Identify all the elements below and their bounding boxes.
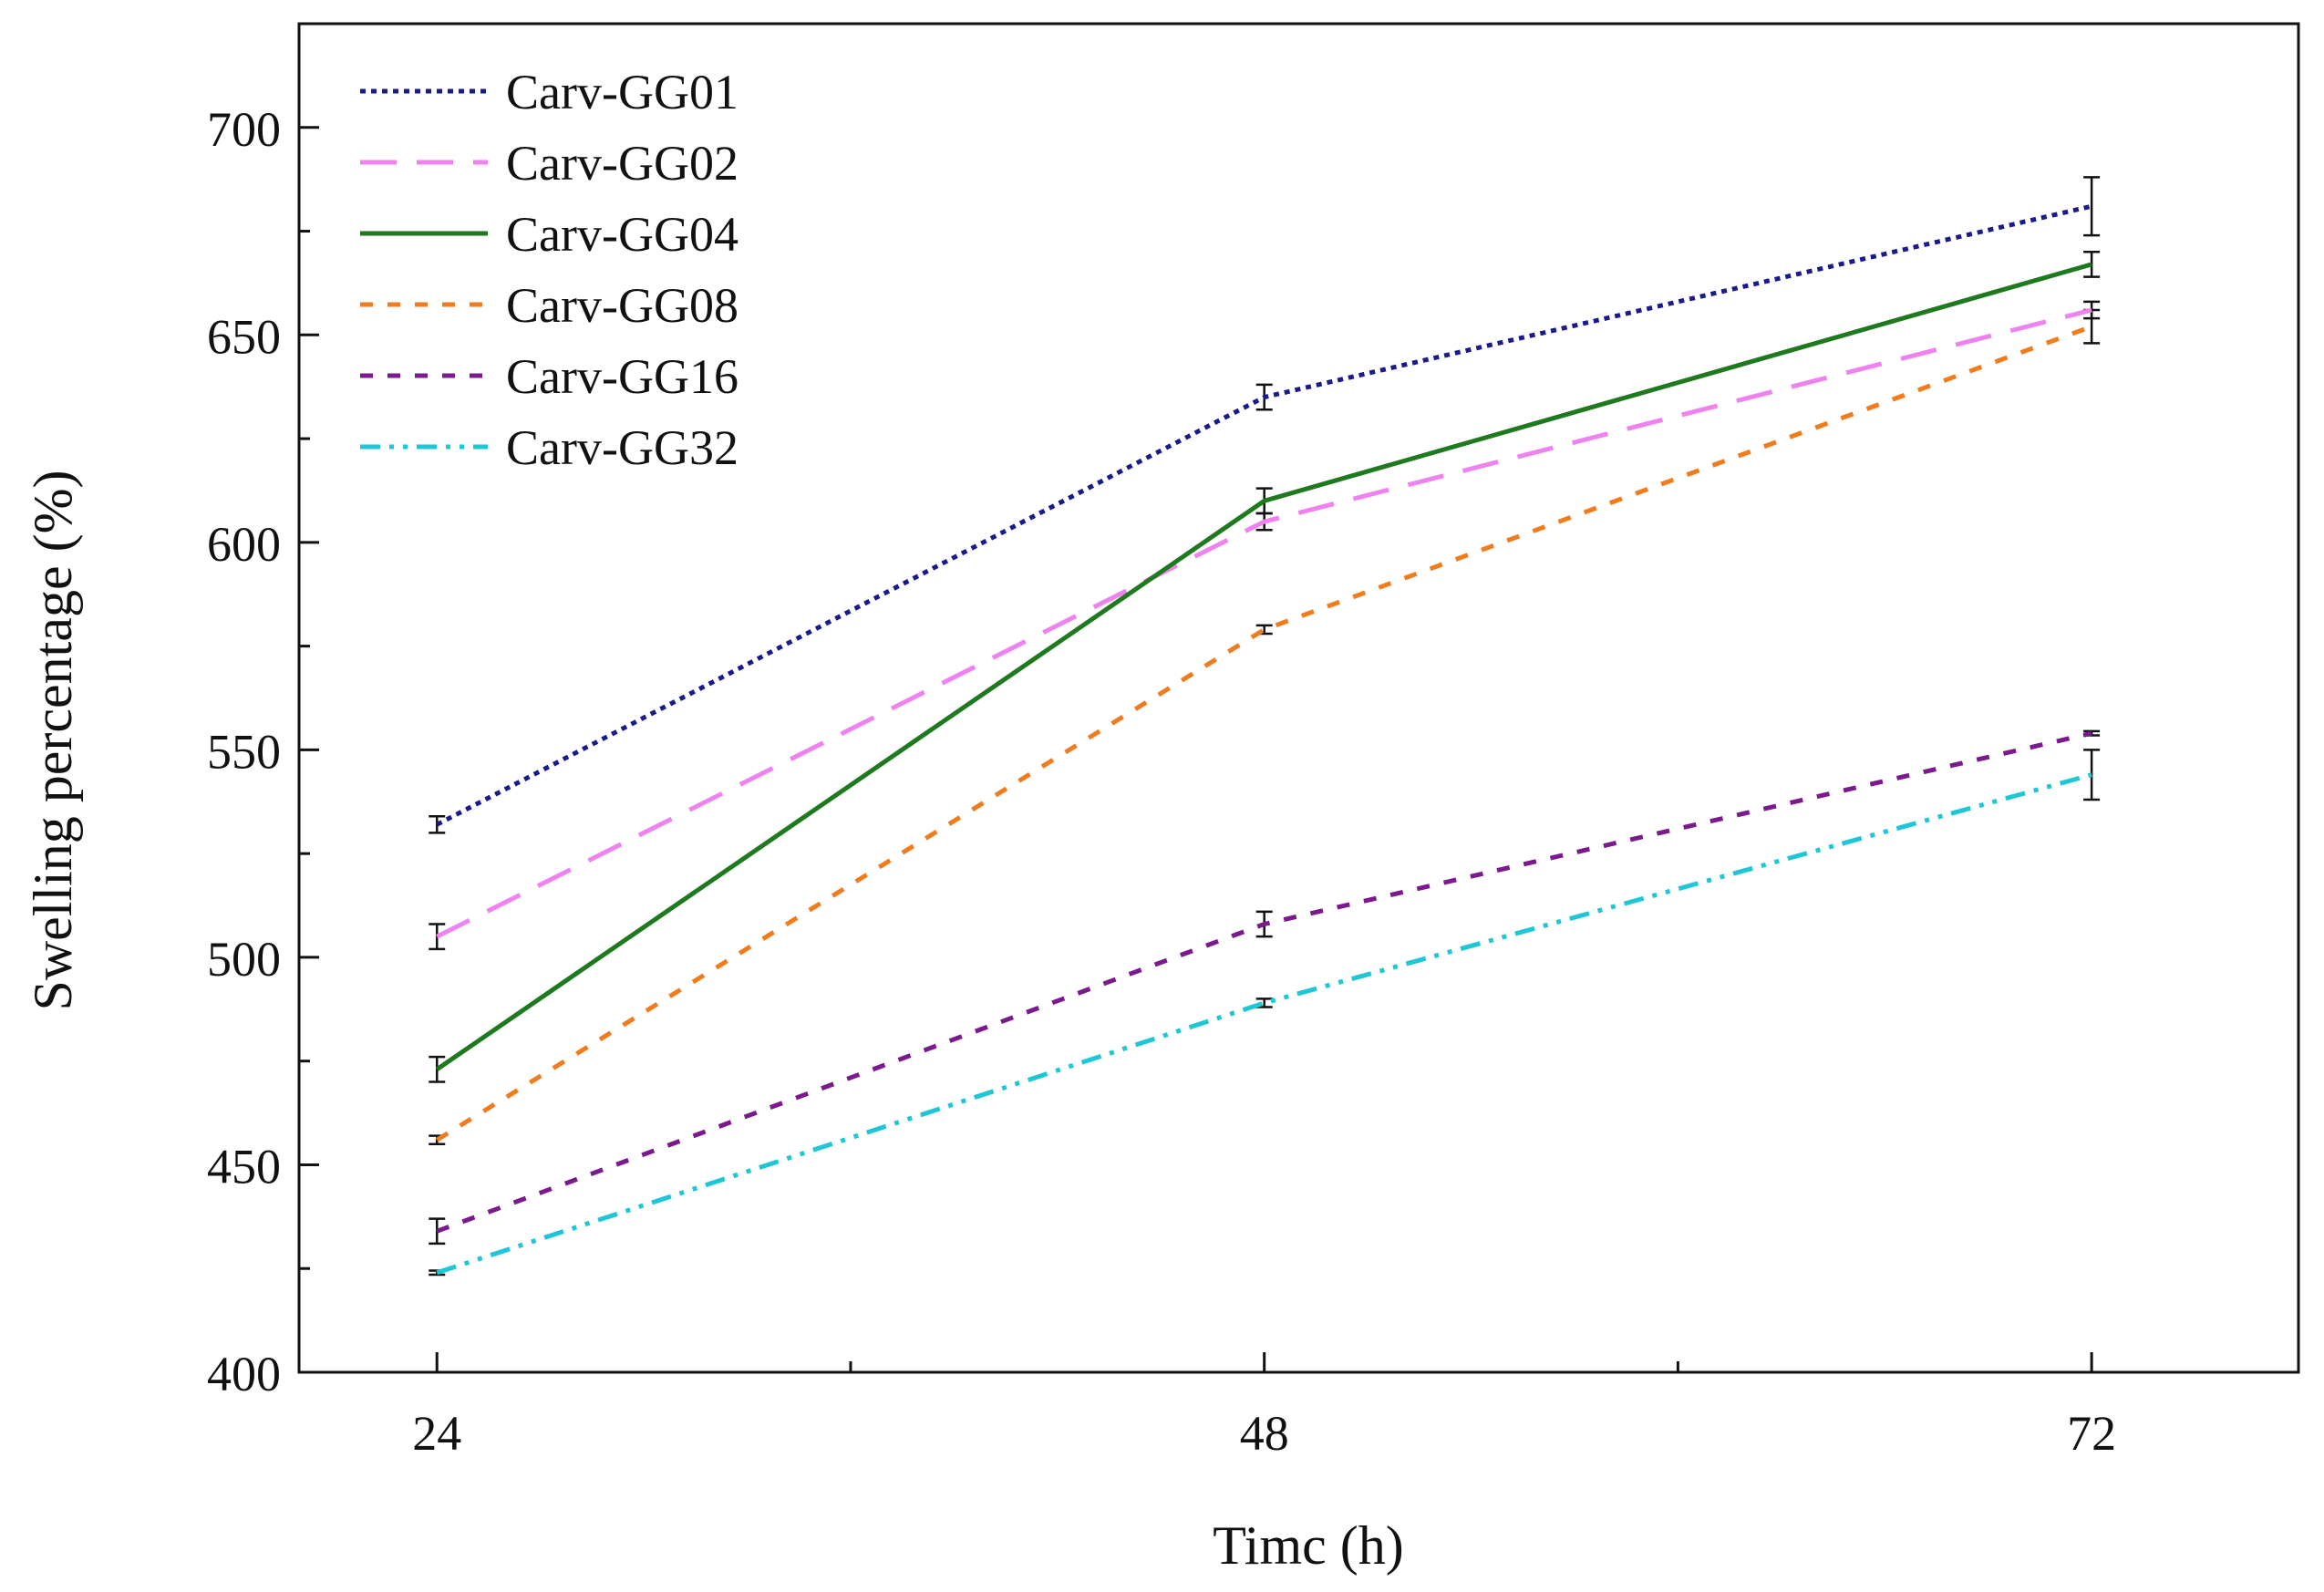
y-tick-label: 450 bbox=[207, 1139, 281, 1194]
legend-label-carv-gg08: Carv-GG08 bbox=[506, 278, 739, 333]
series-line-carv-gg32 bbox=[436, 772, 2092, 1276]
y-tick-label: 650 bbox=[207, 309, 281, 364]
x-tick-label: 24 bbox=[412, 1406, 461, 1461]
y-tick-label: 600 bbox=[207, 517, 281, 572]
legend-label-carv-gg04: Carv-GG04 bbox=[506, 207, 739, 262]
series-line-carv-gg08 bbox=[435, 324, 2092, 1142]
legend: Carv-GG01 Carv-GG02 Carv-GG04 Carv-GG08 Carv… bbox=[360, 65, 739, 475]
y-axis-title: Swelling percentage (%) bbox=[23, 470, 83, 1010]
y-tick-label: 700 bbox=[207, 102, 281, 157]
axes: 400 450 500 550 600 650 700 24 48 72 bbox=[207, 22, 2300, 1461]
error-bars bbox=[429, 176, 2101, 1277]
series-lines bbox=[435, 203, 2092, 1276]
x-tick-label: 72 bbox=[2067, 1406, 2116, 1461]
legend-label-carv-gg16: Carv-GG16 bbox=[506, 349, 739, 404]
y-tick-label: 550 bbox=[207, 724, 281, 779]
legend-label-carv-gg32: Carv-GG32 bbox=[506, 420, 739, 475]
legend-label-carv-gg02: Carv-GG02 bbox=[506, 136, 739, 191]
x-axis-title: Timc (h) bbox=[1213, 1515, 1403, 1576]
plot-frame bbox=[297, 22, 2300, 1374]
legend-label-carv-gg01: Carv-GG01 bbox=[506, 65, 739, 119]
y-tick-label: 400 bbox=[207, 1347, 281, 1401]
y-tick-label: 500 bbox=[207, 932, 281, 987]
x-tick-label: 48 bbox=[1240, 1406, 1289, 1461]
series-line-carv-gg16 bbox=[436, 730, 2092, 1234]
